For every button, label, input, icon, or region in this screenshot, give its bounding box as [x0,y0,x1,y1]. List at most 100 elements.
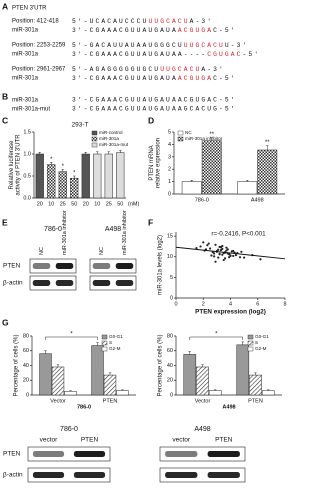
y-tick-label: 40 [167,363,173,369]
legend-swatch [177,130,184,136]
bar [201,140,222,195]
site-position: Position: 2253-2259 [12,43,66,49]
y-tick-label: 1.5 [23,129,31,135]
bar [103,374,117,396]
blot-row-label: β-actin [3,472,23,479]
mirna-name: miR-301a [12,76,39,82]
blot-band [32,263,51,269]
x-unit: (nM) [128,201,139,207]
blot-cell-line: A498 [194,426,210,433]
point [225,249,228,252]
legend-label: miR-control [99,130,122,135]
bar [93,153,102,199]
blot-frame [89,275,137,291]
legend-label: S [109,340,112,345]
blot-lane-label: vector [40,437,59,444]
sequence-segment: 3'-CGAAACGUUAUGAUA [72,27,178,34]
legend-swatch [177,136,184,142]
blot-band [115,280,134,286]
blot-band [32,472,65,478]
error-bar [241,341,244,345]
sequence-segment: C-5' [213,75,237,82]
x-tick-label: 25 [106,201,112,207]
trend-line [175,246,286,260]
sequence: 3'-CGAAACGUUAUGAUAACGUGAC-5' [72,27,237,34]
y-tick-label: 40 [23,363,29,369]
y-tick-label: 1.0 [23,151,31,157]
panel-label: D [148,115,154,125]
blot-lane-label: PTEN [81,437,99,444]
bar [58,171,67,199]
bar [196,366,209,396]
blot-cell-line: 786-0 [60,426,78,433]
x-tick-label: 50 [71,201,77,207]
y-tick-label: 5 [170,275,173,281]
error-bar [188,351,191,355]
y-axis-label: Percentage of cells (%) [158,334,164,396]
point [240,250,243,253]
blot-lane-label: NC [99,247,105,255]
bar [51,366,65,396]
sequence-segment: 5'-GACAUUAUAAUGGGCU [72,42,184,49]
point [223,257,227,260]
error-bar [61,169,64,172]
bar [91,345,104,396]
annotation: r=-0.2416, P<0.001 [211,231,266,238]
blot-lane-label: vector [172,437,191,444]
panel-label: G [2,317,9,327]
y-tick-label: 10 [167,254,173,260]
bar [208,390,222,396]
blot-band [55,263,74,269]
point [210,254,213,257]
error-bar [69,390,72,392]
legend-label: miR-301a [99,136,119,141]
y-tick-label: 60 [167,348,173,354]
blot-band [207,472,240,478]
y-tick-label: 60 [23,348,29,354]
point [232,254,235,258]
panel-label: C [2,115,8,125]
axis-line [175,232,285,299]
legend-swatch [91,136,98,142]
error-bar [214,389,217,391]
figure: A B C D E F G PTEN 3'UTR Position: 412-418 5'-UCA… [2,1,287,483]
x-group-label: A498 [222,404,235,410]
blot-cell-line: 786-0 [44,226,62,233]
error-bar [201,364,204,367]
point [208,247,212,250]
legend-label: G2-M [109,346,121,351]
y-axis-label: Percentage of cells (%) [14,334,20,396]
bar [236,344,250,396]
bar [35,153,44,199]
blot-band [207,451,240,457]
blot-frame [159,467,246,483]
sequence-segment: CGUGAC [207,51,242,58]
point [217,248,220,251]
point [202,241,205,244]
blot-band [55,280,74,286]
panel-label: E [2,217,8,227]
significance: * [73,171,76,177]
point [213,255,216,258]
sequence-segment: 3'-CGAAACGUUAUGAUA [72,75,178,82]
blot-lane-label: PTEN [215,437,233,444]
y-tick-label: 0.5 [23,173,31,179]
point [206,244,209,247]
error-bar [73,175,76,179]
significance: * [50,157,53,163]
error-bar [190,180,193,182]
bar [183,354,197,396]
blot-frame [159,446,246,462]
y-tick-label: 80 [167,333,173,339]
x-tick-label: 20 [83,201,89,207]
significance: ** [209,132,214,138]
y-axis-label: Relative luciferase [9,140,15,190]
blot-frame [27,446,111,462]
comparison-bracket [189,336,244,340]
error-bar [50,162,53,165]
error-bar [266,145,269,150]
bar [70,177,79,199]
sequence-segment: UUGCACU [148,18,189,25]
bar [64,391,77,396]
x-tick-label: 50 [117,201,123,207]
